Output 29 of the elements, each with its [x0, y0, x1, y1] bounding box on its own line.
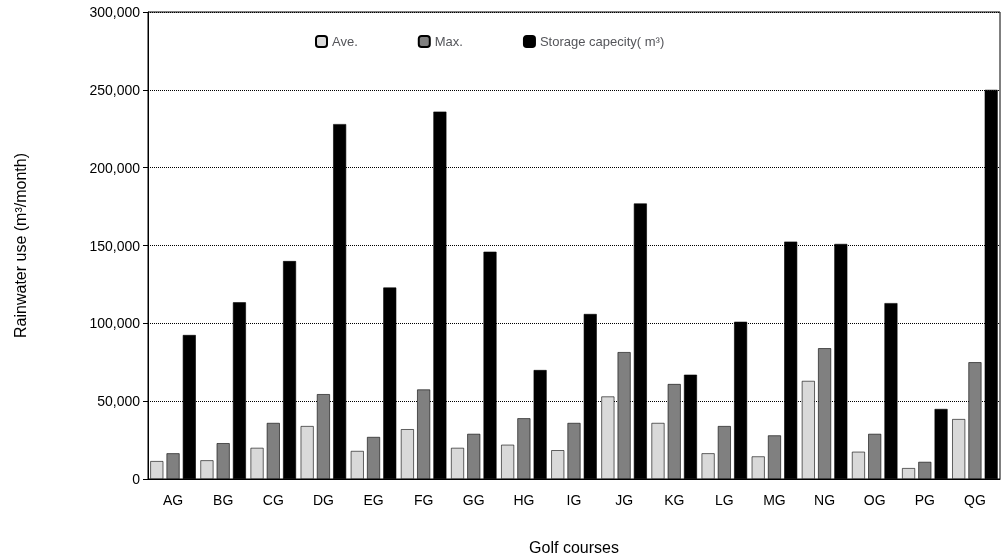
x-tick-label: CG	[262, 492, 284, 508]
x-tick-label: LG	[715, 492, 734, 508]
y-tick-label: 300,000	[89, 4, 141, 20]
y-tick-label: 50,000	[97, 393, 141, 410]
y-axis-title: Rainwater use (m³/month)	[11, 153, 29, 338]
x-tick-label: EG	[363, 492, 384, 508]
y-tick-label: 250,000	[89, 81, 141, 98]
x-tick-label: KG	[664, 492, 685, 508]
x-tick-label: OG	[863, 492, 886, 508]
y-tick-label: 150,000	[89, 237, 141, 254]
x-tick-label: DG	[312, 492, 334, 508]
x-tick-label: MG	[763, 492, 786, 508]
x-tick-label: QG	[964, 492, 986, 508]
x-tick-label: AG	[162, 492, 184, 508]
x-tick-label: PG	[914, 492, 935, 508]
legend-label: Max.	[434, 34, 463, 49]
x-tick-label: BG	[213, 492, 234, 508]
y-tick-label: 100,000	[89, 315, 141, 332]
x-axis-title: Golf courses	[529, 538, 619, 556]
x-tick-label: IG	[566, 492, 582, 508]
x-tick-label: FG	[413, 492, 434, 508]
x-tick-label: JG	[615, 492, 634, 508]
legend-label: Ave.	[332, 34, 358, 49]
x-tick-label: HG	[513, 492, 535, 508]
x-tick-label: GG	[462, 492, 485, 508]
legend-label: Storage capecity( m³)	[539, 34, 665, 49]
y-tick-label: 200,000	[89, 159, 141, 176]
x-tick-label: NG	[814, 492, 836, 508]
y-tick-label: 0	[132, 471, 141, 487]
